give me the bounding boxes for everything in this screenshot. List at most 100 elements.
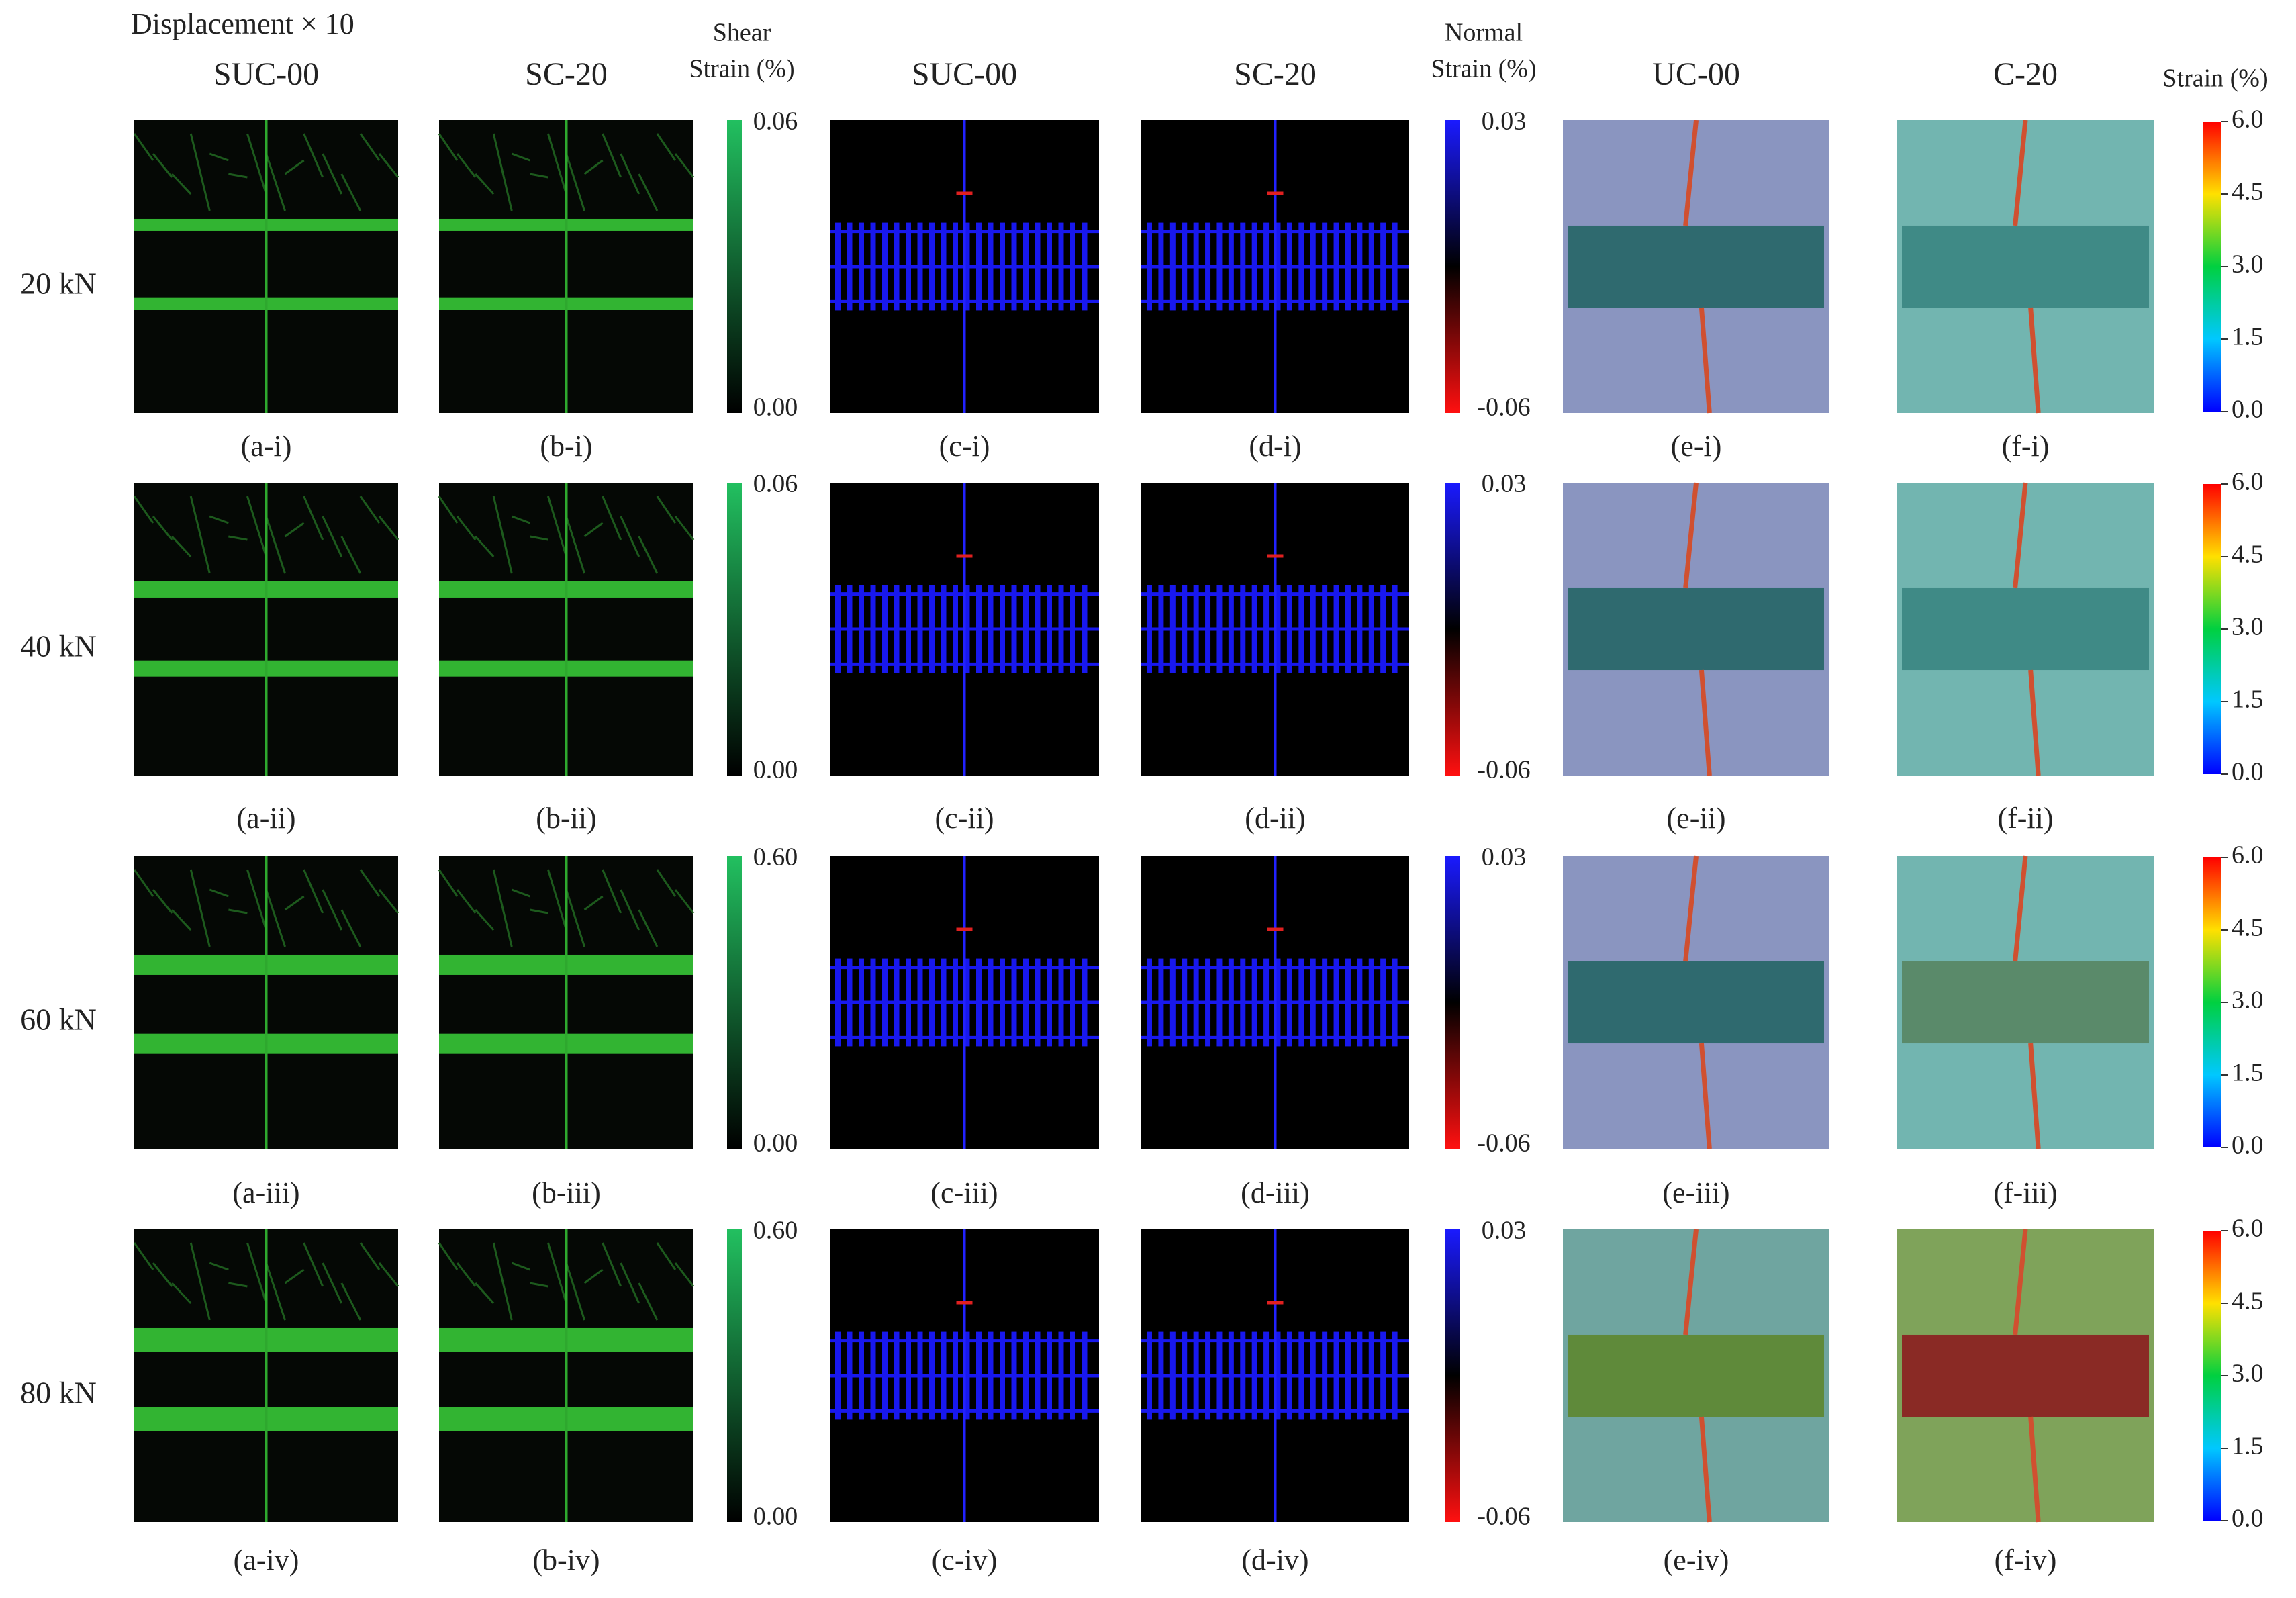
panel-caption: (e-i) bbox=[1671, 430, 1722, 463]
colorbar-tick-label: 0.0 bbox=[2232, 395, 2264, 424]
column-header: SC-20 bbox=[1234, 56, 1317, 92]
colorbar bbox=[1445, 1229, 1460, 1522]
specimen-band bbox=[1902, 961, 2149, 1044]
strain-trace bbox=[456, 153, 477, 178]
panel-image bbox=[1563, 482, 1829, 776]
colorbar-tick-label: 3.0 bbox=[2232, 250, 2264, 279]
specimen-band bbox=[1568, 1334, 1824, 1417]
strain-trace bbox=[530, 1282, 548, 1288]
strain-trace bbox=[602, 496, 622, 540]
strain-trace bbox=[340, 909, 362, 947]
strain-trace bbox=[583, 522, 604, 538]
panel-caption: (f-iv) bbox=[1995, 1544, 2057, 1577]
crack-line bbox=[2013, 482, 2041, 776]
strain-trace bbox=[171, 908, 192, 931]
colorbar-tick-label: 0.0 bbox=[2232, 1131, 2264, 1160]
strain-trace bbox=[265, 516, 286, 574]
strain-trace bbox=[638, 536, 659, 574]
colorbar-tick-label: 0.00 bbox=[753, 1503, 798, 1531]
colorbar-tick-label: 0.00 bbox=[753, 393, 798, 422]
colorbar bbox=[1445, 483, 1460, 775]
crack-line bbox=[2013, 855, 2041, 1149]
strain-trace bbox=[303, 1242, 324, 1287]
panel-caption: (b-i) bbox=[540, 430, 592, 463]
strain-trace bbox=[583, 1268, 604, 1284]
strain-trace bbox=[565, 153, 586, 211]
strain-trace bbox=[209, 152, 229, 162]
strain-trace bbox=[511, 515, 530, 524]
specimen-band bbox=[1568, 961, 1824, 1044]
panel-caption: (a-ii) bbox=[237, 802, 296, 835]
strain-trace bbox=[511, 152, 530, 162]
strain-trace bbox=[475, 173, 495, 195]
strain-trace bbox=[152, 889, 173, 914]
panel-caption: (c-iv) bbox=[932, 1544, 998, 1577]
strain-trace bbox=[322, 153, 343, 195]
colorbar-title: Strain (%) bbox=[1431, 55, 1536, 83]
row-label: 40 kN bbox=[20, 629, 97, 663]
panel-image bbox=[1897, 1229, 2154, 1523]
strain-trace bbox=[228, 535, 248, 541]
panel-image bbox=[438, 483, 695, 775]
column-header: UC-00 bbox=[1652, 56, 1740, 92]
panel-image bbox=[133, 483, 399, 775]
colorbar-tick-label: 6.0 bbox=[2232, 468, 2264, 496]
specimen-band bbox=[1568, 225, 1824, 308]
panel-image bbox=[438, 120, 695, 413]
colorbar-tick-label: 1.5 bbox=[2232, 686, 2264, 714]
colorbar-tick-label: 0.03 bbox=[1482, 107, 1527, 136]
colorbar-title: Strain (%) bbox=[2162, 64, 2268, 93]
strain-trace bbox=[189, 496, 211, 574]
strain-trace bbox=[378, 153, 399, 178]
strain-trace bbox=[656, 496, 677, 524]
panel-caption: (d-ii) bbox=[1245, 802, 1305, 835]
panel-caption: (e-iv) bbox=[1664, 1544, 1729, 1577]
panel-caption: (d-iii) bbox=[1241, 1176, 1310, 1209]
strain-trace bbox=[475, 908, 495, 931]
colorbar bbox=[2203, 484, 2221, 774]
strain-trace bbox=[620, 516, 640, 557]
panel-caption: (b-iv) bbox=[532, 1544, 600, 1577]
row-label: 60 kN bbox=[20, 1002, 97, 1037]
strain-trace bbox=[620, 1262, 640, 1304]
strain-trace bbox=[340, 1282, 362, 1321]
panel-image bbox=[1563, 855, 1829, 1149]
strain-trace bbox=[656, 1242, 677, 1270]
strain-trace bbox=[530, 535, 548, 541]
panel-caption: (f-iii) bbox=[1993, 1176, 2057, 1209]
strain-trace bbox=[438, 496, 459, 524]
panel-caption: (b-ii) bbox=[536, 802, 596, 835]
strain-trace bbox=[322, 516, 343, 557]
strain-trace bbox=[530, 173, 548, 179]
strain-trace bbox=[265, 153, 286, 211]
strain-trace bbox=[246, 869, 267, 931]
colorbar-tick-label: 0.03 bbox=[1482, 1217, 1527, 1245]
colorbar-tick-label: -0.06 bbox=[1477, 1129, 1530, 1158]
panel-caption: (f-ii) bbox=[1997, 802, 2053, 835]
strain-trace bbox=[565, 1262, 586, 1321]
strain-trace bbox=[189, 133, 211, 211]
colorbar-tick-label: 6.0 bbox=[2232, 1215, 2264, 1243]
strain-trace bbox=[638, 1282, 659, 1321]
panel-image bbox=[1141, 1229, 1409, 1522]
crack-line bbox=[2013, 1229, 2041, 1523]
crack-line bbox=[1683, 482, 1712, 776]
strain-trace bbox=[340, 536, 362, 574]
colorbar-title: Shear bbox=[713, 19, 771, 47]
colorbar-tick-label: 4.5 bbox=[2232, 1287, 2264, 1315]
strain-trace bbox=[189, 1242, 211, 1321]
colorbar-title: Strain (%) bbox=[689, 55, 794, 83]
colorbar bbox=[2203, 122, 2221, 412]
strain-trace bbox=[359, 1242, 381, 1270]
colorbar-tick-label: 0.00 bbox=[753, 756, 798, 784]
specimen-band bbox=[1902, 225, 2149, 308]
specimen-band bbox=[1568, 588, 1824, 671]
strain-trace bbox=[438, 133, 459, 161]
colorbar-tick-label: 0.0 bbox=[2232, 758, 2264, 786]
panel-caption: (b-iii) bbox=[532, 1176, 601, 1209]
panel-image bbox=[1141, 120, 1409, 413]
colorbar bbox=[727, 856, 742, 1149]
strain-trace bbox=[133, 133, 154, 161]
